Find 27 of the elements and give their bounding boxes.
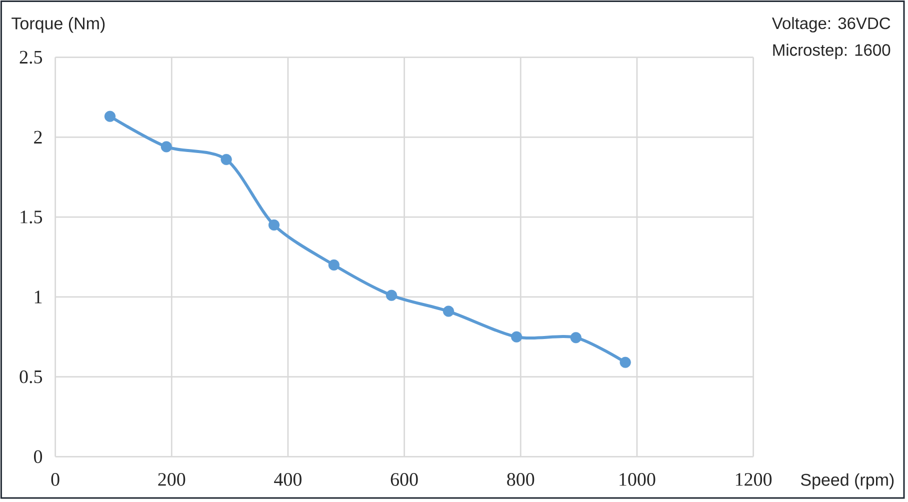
x-tick-label: 400 [274,473,302,486]
y-tick-label: 1.5 [20,210,42,224]
y-tick-label: 2 [34,130,42,144]
x-tick-label: 0 [51,473,60,486]
y-tick-label: 0 [34,450,42,464]
x-tick-label: 1000 [620,473,656,486]
point [570,332,582,344]
y-tick-label: 2.5 [20,50,42,64]
point [328,259,340,271]
point [160,141,172,152]
point [386,290,398,301]
y-axis-title: Torque (Nm) [12,16,105,33]
point [511,331,522,342]
point [442,306,454,317]
y-tick-label: 0.5 [20,370,42,384]
point [620,356,631,368]
x-axis-title: Speed (rpm) [800,473,894,490]
x-tick-label: 600 [390,473,418,486]
text: Microstep: 1600 [773,44,890,60]
text: Voltage: 36VDC [772,17,890,32]
point [268,219,280,231]
y-tick-label: 1 [34,290,42,304]
x-tick-label: 1200 [736,473,772,486]
point [104,110,116,122]
x-tick-label: 200 [158,473,186,486]
point [220,154,232,166]
x-tick-label: 800 [507,473,534,486]
